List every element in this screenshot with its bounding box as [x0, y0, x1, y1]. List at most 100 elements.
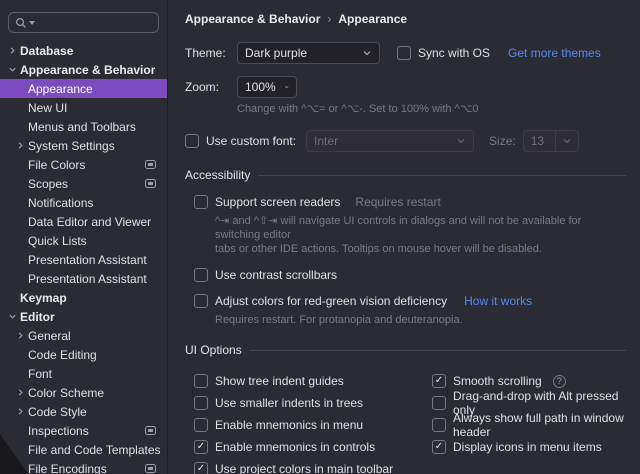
chevron-down-icon[interactable]: [8, 65, 20, 74]
custom-font-select[interactable]: Inter: [306, 130, 475, 152]
chevron-right-icon[interactable]: [16, 141, 28, 150]
theme-select[interactable]: Dark purple: [237, 42, 380, 64]
chevron-right-icon[interactable]: [16, 407, 28, 416]
accessibility-section-title: Accessibility: [185, 168, 626, 182]
ui-options-section-title: UI Options: [185, 343, 626, 357]
chevron-down-icon: [363, 51, 371, 56]
sync-with-os-checkbox-row: Sync with OS: [397, 46, 490, 60]
settings-sidebar: Database Appearance & Behavior Appearance N…: [0, 0, 168, 474]
sidebar-item-code-style[interactable]: Code Style: [0, 402, 167, 421]
sidebar-item-label: Data Editor and Viewer: [28, 214, 152, 229]
sidebar-item-keymap[interactable]: Keymap: [0, 288, 167, 307]
how-it-works-link[interactable]: How it works: [464, 294, 533, 308]
search-filter-caret-icon[interactable]: [29, 21, 35, 25]
red-green-row: Adjust colors for red-green vision defic…: [194, 294, 626, 308]
sidebar-item-label: File Encodings: [28, 461, 107, 474]
support-screen-readers-label: Support screen readers: [215, 195, 341, 209]
option-label: Drag-and-drop with Alt pressed only: [453, 389, 619, 417]
sidebar-item-data-editor-and-viewer[interactable]: Data Editor and Viewer: [0, 212, 167, 231]
chevron-right-icon[interactable]: [16, 331, 28, 340]
screen-readers-hint-line2: tabs or other IDE actions. Tooltips on m…: [215, 243, 542, 255]
screen-readers-hint-line1: ^⇥ and ^⇧⇥ will navigate UI controls in …: [215, 215, 582, 241]
sidebar-item-editor[interactable]: Editor: [0, 307, 167, 326]
sidebar-item-label: General: [28, 328, 71, 343]
screen-readers-hint: ^⇥ and ^⇧⇥ will navigate UI controls in …: [215, 214, 626, 256]
sidebar-item-label: Inspections: [28, 423, 89, 438]
sidebar-item-file-encodings[interactable]: File Encodings: [0, 459, 167, 474]
use-smaller-indents-in-trees-checkbox[interactable]: [194, 396, 208, 410]
sidebar-item-new-ui[interactable]: New UI: [0, 98, 167, 117]
sidebar-item-appearance[interactable]: Appearance: [0, 79, 167, 98]
theme-label: Theme:: [185, 46, 226, 60]
chevron-right-icon[interactable]: [8, 46, 20, 55]
enable-mnemonics-in-controls-checkbox[interactable]: [194, 440, 208, 454]
sidebar-item-presentation-assistant[interactable]: Presentation Assistant: [0, 269, 167, 288]
chevron-right-icon[interactable]: [16, 388, 28, 397]
ui-options-title-text: UI Options: [185, 343, 242, 357]
chevron-down-icon: [554, 131, 578, 151]
accessibility-title-text: Accessibility: [185, 168, 251, 182]
sidebar-item-appearance-behavior[interactable]: Appearance & Behavior: [0, 60, 167, 79]
support-screen-readers-checkbox[interactable]: [194, 195, 208, 209]
chevron-down-icon[interactable]: [8, 312, 20, 321]
smooth-scrolling-checkbox[interactable]: [432, 374, 446, 388]
get-more-themes-link[interactable]: Get more themes: [508, 46, 601, 60]
sidebar-item-database[interactable]: Database: [0, 41, 167, 60]
red-green-hint: Requires restart. For protanopia and deu…: [215, 314, 463, 326]
sidebar-item-font[interactable]: Font: [0, 364, 167, 383]
adjust-colors-red-green-checkbox[interactable]: [194, 294, 208, 308]
sidebar-item-notifications[interactable]: Notifications: [0, 193, 167, 212]
sidebar-item-label: Quick Lists: [28, 233, 87, 248]
sidebar-item-file-colors[interactable]: File Colors: [0, 155, 167, 174]
ui-options-right: Smooth scrolling?Drag-and-drop with Alt …: [432, 370, 626, 474]
sidebar-item-label: Appearance: [28, 81, 93, 96]
option-row-always-show-full-path-in-window-header: Always show full path in window header: [432, 411, 626, 439]
theme-select-value: Dark purple: [245, 46, 308, 60]
help-icon[interactable]: ?: [552, 374, 566, 388]
option-label: Display icons in menu items: [453, 440, 602, 454]
sidebar-item-label: Appearance & Behavior: [20, 62, 156, 77]
sidebar-item-label: Presentation Assistant: [28, 271, 147, 286]
enable-mnemonics-in-menu-checkbox[interactable]: [194, 418, 208, 432]
display-icons-in-menu-items-checkbox[interactable]: [432, 440, 446, 454]
font-size-label: Size:: [489, 134, 516, 148]
sidebar-item-scopes[interactable]: Scopes: [0, 174, 167, 193]
zoom-select[interactable]: 100%: [237, 76, 297, 98]
breadcrumb-parent[interactable]: Appearance & Behavior: [185, 12, 321, 26]
chevron-down-icon: [457, 139, 465, 144]
settings-search-input[interactable]: [8, 12, 159, 33]
use-custom-font-checkbox[interactable]: [185, 134, 199, 148]
breadcrumb-separator: ›: [327, 12, 332, 26]
show-tree-indent-guides-checkbox[interactable]: [194, 374, 208, 388]
sidebar-item-label: File Colors: [28, 157, 86, 172]
use-custom-font-label: Use custom font:: [206, 134, 297, 148]
sidebar-item-general[interactable]: General: [0, 326, 167, 345]
sidebar-item-inspections[interactable]: Inspections: [0, 421, 167, 440]
option-label: Always show full path in window header: [453, 411, 624, 439]
option-row-show-tree-indent-guides: Show tree indent guides: [194, 370, 432, 392]
option-label: Enable mnemonics in controls: [215, 440, 376, 454]
sidebar-item-label: System Settings: [28, 138, 115, 153]
sidebar-item-code-editing[interactable]: Code Editing: [0, 345, 167, 364]
sidebar-item-menus-and-toolbars[interactable]: Menus and Toolbars: [0, 117, 167, 136]
sidebar-item-file-and-code-templates[interactable]: File and Code Templates: [0, 440, 167, 459]
sidebar-item-label: Keymap: [20, 290, 67, 305]
sidebar-item-system-settings[interactable]: System Settings: [0, 136, 167, 155]
sidebar-item-color-scheme[interactable]: Color Scheme: [0, 383, 167, 402]
sidebar-item-label: Editor: [20, 309, 55, 324]
sidebar-item-presentation-assistant[interactable]: Presentation Assistant: [0, 250, 167, 269]
font-size-select[interactable]: 13: [522, 130, 579, 152]
sidebar-item-quick-lists[interactable]: Quick Lists: [0, 231, 167, 250]
sidebar-item-label: Font: [28, 366, 53, 381]
sidebar-item-label: New UI: [28, 100, 68, 115]
use-contrast-scrollbars-checkbox[interactable]: [194, 268, 208, 282]
option-row-smooth-scrolling: Smooth scrolling?: [432, 370, 626, 392]
use-project-colors-in-main-toolbar-checkbox[interactable]: [194, 462, 208, 474]
ui-options-grid: Show tree indent guides Use smaller inden…: [194, 370, 626, 474]
drag-and-drop-with-alt-pressed-only-checkbox[interactable]: [432, 396, 446, 410]
settings-badge-icon: [145, 179, 156, 188]
sidebar-item-label: Code Style: [28, 404, 87, 419]
sync-with-os-checkbox[interactable]: [397, 46, 411, 60]
always-show-full-path-in-window-header-checkbox[interactable]: [432, 418, 446, 432]
